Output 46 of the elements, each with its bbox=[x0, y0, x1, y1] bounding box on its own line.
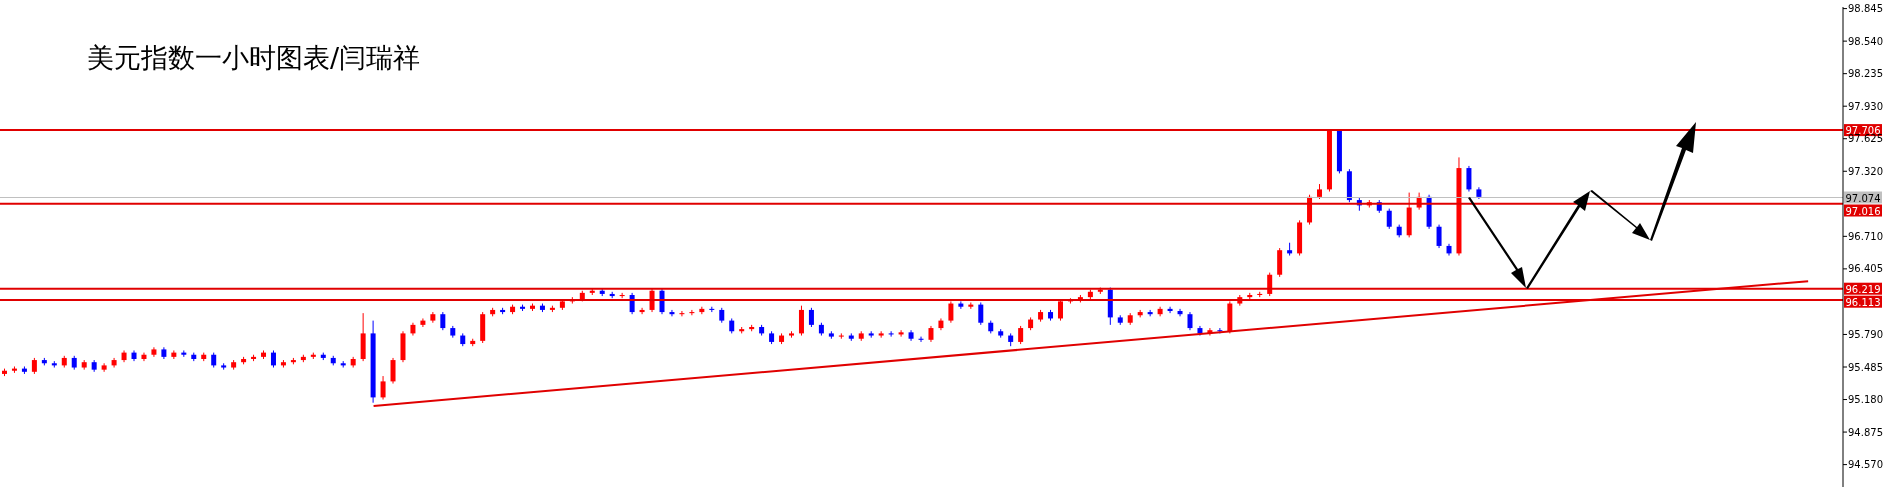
y-tick-label: 96.405 bbox=[1848, 263, 1883, 275]
candlestick bbox=[639, 307, 645, 315]
y-tick-label: 97.320 bbox=[1848, 165, 1883, 177]
candlestick bbox=[798, 305, 804, 337]
y-tick-label: 94.570 bbox=[1848, 459, 1883, 471]
candlestick bbox=[1147, 309, 1153, 317]
y-tick-label: 95.790 bbox=[1848, 329, 1883, 341]
candlestick bbox=[1167, 306, 1173, 314]
candlestick bbox=[948, 300, 954, 324]
candlestick bbox=[111, 357, 117, 369]
candlestick bbox=[958, 300, 964, 310]
candlestick bbox=[380, 375, 386, 401]
y-tick-label: 95.180 bbox=[1848, 394, 1883, 406]
candlestick bbox=[390, 357, 396, 385]
candlestick bbox=[838, 332, 844, 340]
candlestick bbox=[888, 330, 894, 338]
ref-line-label: 96.113 bbox=[1845, 296, 1881, 308]
ref-line-label: 97.016 bbox=[1845, 205, 1881, 217]
candlestick bbox=[699, 306, 705, 315]
candlestick bbox=[679, 310, 685, 317]
candlestick bbox=[898, 329, 904, 338]
text: 美元指数一小时图表/闫瑞祥 bbox=[87, 41, 421, 75]
ref-line-label: 96.219 bbox=[1845, 283, 1881, 295]
ref-line-label: 97.074 bbox=[1845, 192, 1881, 204]
candlestick bbox=[689, 309, 695, 316]
candlestick bbox=[1466, 165, 1472, 193]
candlestick bbox=[420, 317, 426, 328]
candlestick bbox=[1177, 308, 1183, 317]
candlestick bbox=[440, 311, 446, 331]
candlestick bbox=[978, 301, 984, 326]
y-tick-label: 98.845 bbox=[1848, 3, 1883, 15]
y-tick-label: 98.540 bbox=[1848, 35, 1883, 47]
y-tick-label: 95.485 bbox=[1848, 361, 1883, 373]
candlestick bbox=[1386, 208, 1392, 230]
candlestick bbox=[1436, 224, 1442, 249]
candlestick bbox=[808, 307, 814, 328]
candlestick bbox=[171, 349, 177, 360]
y-tick-label: 96.710 bbox=[1848, 230, 1883, 242]
y-tick-label: 94.875 bbox=[1848, 426, 1883, 438]
y-tick-label: 98.235 bbox=[1848, 68, 1883, 80]
candlestick bbox=[1018, 325, 1024, 345]
candlestick bbox=[131, 349, 137, 362]
y-tick-label: 97.930 bbox=[1848, 100, 1883, 112]
candlestick bbox=[669, 309, 675, 317]
candlestick bbox=[918, 336, 924, 343]
candlestick bbox=[1187, 311, 1193, 331]
